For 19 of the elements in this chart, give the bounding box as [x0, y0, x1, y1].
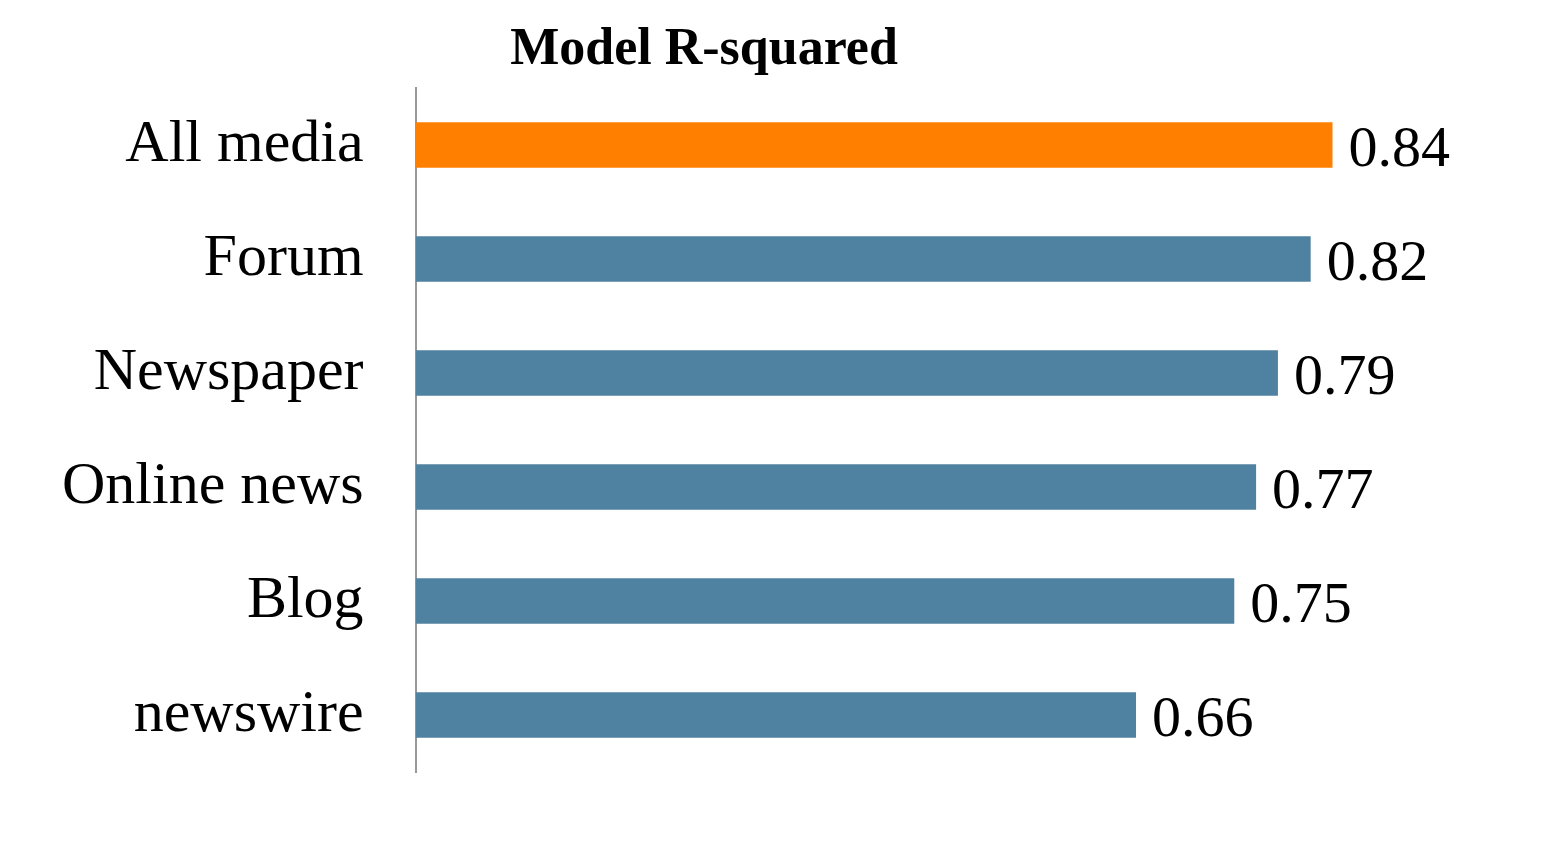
data-label: 0.79	[1293, 342, 1396, 408]
y-tick-label: Blog	[246, 563, 364, 630]
data-label: 0.82	[1326, 228, 1429, 294]
data-label: 0.75	[1250, 570, 1352, 636]
bar	[415, 692, 1137, 738]
y-tick-label: Forum	[203, 221, 364, 288]
chart-title: Model R-squared	[510, 18, 898, 76]
y-tick-label: All media	[125, 107, 364, 174]
y-tick-label: newswire	[133, 677, 364, 744]
y-tick-label: Online news	[61, 449, 364, 516]
bar	[415, 578, 1235, 624]
bar	[415, 350, 1278, 396]
data-label: 0.66	[1152, 684, 1254, 750]
bar	[415, 464, 1257, 510]
bar	[415, 236, 1311, 282]
bar	[415, 122, 1333, 168]
data-label: 0.77	[1272, 456, 1374, 522]
y-tick-label: Newspaper	[93, 335, 364, 402]
data-label: 0.84	[1348, 114, 1451, 180]
